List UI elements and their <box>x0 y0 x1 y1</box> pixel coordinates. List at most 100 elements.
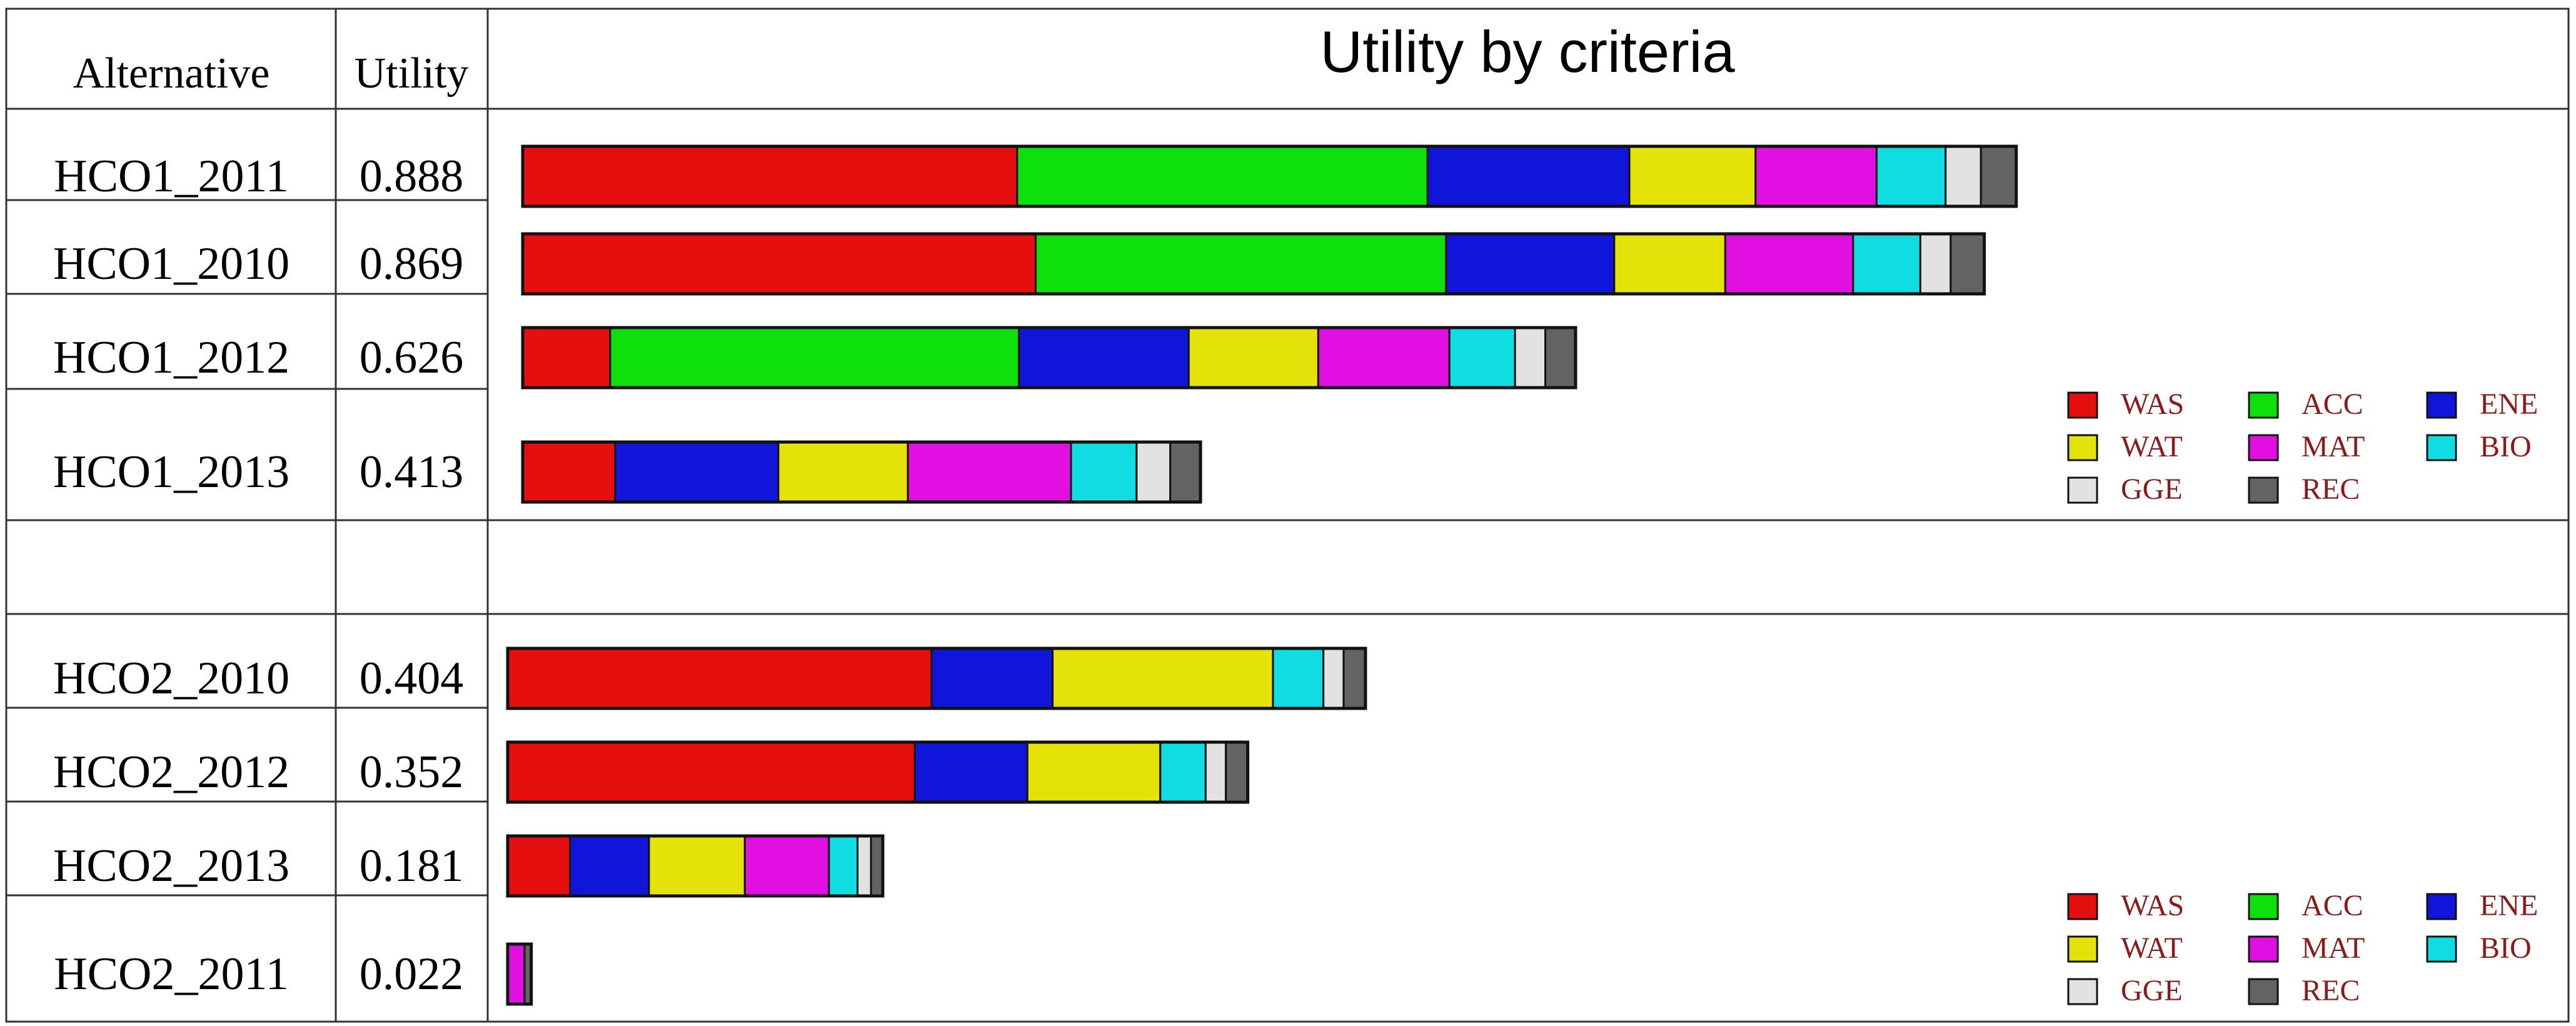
stacked-bar <box>521 326 1577 390</box>
bar-segment-was <box>506 647 933 710</box>
bar-segment-was <box>521 233 1037 295</box>
bar-segment-bio <box>1448 326 1516 389</box>
bar-segment-ene <box>569 835 650 897</box>
bar-segment-acc <box>1016 145 1429 208</box>
bar-outline <box>521 144 2018 208</box>
bar-segment-wat <box>1628 145 1757 208</box>
stacked-bar <box>506 646 1367 710</box>
utility-value: 0.181 <box>360 840 464 892</box>
table-grid <box>5 8 2570 1023</box>
stacked-bar <box>521 232 1986 296</box>
legend-swatch-gge <box>2067 476 2098 504</box>
legend-label-rec: REC <box>2302 974 2360 1007</box>
bar-segment-bio <box>1272 647 1325 710</box>
utility-value: 0.404 <box>360 653 464 704</box>
legend-label-gge: GGE <box>2121 473 2183 506</box>
legend-swatch-was <box>2067 391 2098 419</box>
alternative-label: HCO1_2010 <box>53 238 289 289</box>
bar-outline <box>521 232 1986 296</box>
stacked-bar <box>506 834 885 898</box>
legend-swatch-wat <box>2067 434 2098 461</box>
bar-segment-was <box>506 835 571 897</box>
legend: WAS ACC ENE WAT MAT BIO GGE REC <box>2067 889 2538 1007</box>
header-alternative: Alternative <box>73 49 270 98</box>
bar-segment-bio <box>1852 233 1921 295</box>
legend-swatch-bio <box>2426 434 2457 461</box>
legend-swatch-rec <box>2248 978 2279 1005</box>
bar-segment-wat <box>648 835 746 897</box>
alternative-label: HCO1_2013 <box>53 446 289 498</box>
bar-segment-was <box>506 741 916 803</box>
bar-segment-bio <box>1159 741 1207 803</box>
legend-swatch-ene <box>2426 893 2457 920</box>
legends: WAS ACC ENE WAT MAT BIO GGE REC WAS ACC ENE WAT MAT B… <box>2067 388 2538 1007</box>
bar-segment-rec <box>1544 326 1577 389</box>
legend-swatch-acc <box>2248 391 2279 419</box>
bar-segment-wat <box>777 441 909 503</box>
legend-label-ene: ENE <box>2480 889 2538 922</box>
legend-label-wat: WAT <box>2121 430 2183 463</box>
bar-segment-rec <box>870 835 884 897</box>
stacked-bar <box>521 440 1202 504</box>
bar-segment-was <box>521 145 1019 208</box>
bar-segment-gge <box>1322 647 1345 710</box>
bar-segment-gge <box>1945 145 1982 208</box>
legend-swatch-mat <box>2248 935 2279 963</box>
bar-marks <box>506 144 2018 1006</box>
legend-label-wat: WAT <box>2121 932 2183 965</box>
legend-label-ene: ENE <box>2480 388 2538 421</box>
bar-segment-gge <box>1135 441 1172 503</box>
bar-segment-mat <box>743 835 830 897</box>
legend-label-mat: MAT <box>2302 932 2365 965</box>
bar-outline <box>521 326 1577 390</box>
bar-segment-mat <box>1754 145 1878 208</box>
bar-segment-wat <box>1613 233 1726 295</box>
bar-segment-mat <box>506 943 526 1005</box>
bar-segment-mat <box>907 441 1072 503</box>
bar-segment-ene <box>1426 145 1631 208</box>
utility-value: 0.888 <box>360 151 464 202</box>
alternative-label: HCO2_2013 <box>53 840 289 892</box>
bar-segment-rec <box>1950 233 1986 295</box>
bar-segment-wat <box>1187 326 1319 389</box>
bar-segment-bio <box>1875 145 1947 208</box>
bar-segment-gge <box>1514 326 1547 389</box>
bar-outline <box>506 740 1250 804</box>
bar-segment-was <box>521 326 611 389</box>
legend-label-rec: REC <box>2302 473 2360 506</box>
utility-value: 0.413 <box>360 446 464 498</box>
bar-segment-acc <box>1034 233 1447 295</box>
alternative-label: HCO1_2012 <box>53 332 289 383</box>
legend-label-acc: ACC <box>2302 388 2363 421</box>
bar-segment-was <box>521 441 616 503</box>
stacked-bar <box>521 144 2018 208</box>
bar-segment-rec <box>1342 647 1367 710</box>
utility-value: 0.869 <box>360 238 464 289</box>
legend-label-bio: BIO <box>2480 932 2532 965</box>
bar-segment-ene <box>913 741 1029 803</box>
alternative-label: HCO2_2010 <box>53 653 289 704</box>
legend-swatch-bio <box>2426 935 2457 963</box>
bar-segment-mat <box>1317 326 1451 389</box>
bar-segment-ene <box>1445 233 1616 295</box>
bar-segment-rec <box>1980 145 2018 208</box>
legend-swatch-wat <box>2067 935 2098 963</box>
bar-segment-mat <box>1724 233 1854 295</box>
bar-segment-gge <box>857 835 872 897</box>
legend-swatch-ene <box>2426 391 2457 419</box>
bar-segment-rec <box>1169 441 1202 503</box>
bar-segment-wat <box>1026 741 1162 803</box>
stacked-bar <box>506 740 1250 804</box>
header-utility: Utility <box>355 49 469 98</box>
legend-label-acc: ACC <box>2302 889 2363 922</box>
bar-segment-wat <box>1052 647 1274 710</box>
bar-segment-gge <box>1919 233 1952 295</box>
legend-label-bio: BIO <box>2480 430 2532 463</box>
bar-outline <box>506 834 885 898</box>
bar-outline <box>506 646 1367 710</box>
legend-swatch-gge <box>2067 978 2098 1005</box>
legend-label-gge: GGE <box>2121 974 2183 1007</box>
bar-segment-bio <box>828 835 859 897</box>
bar-outline <box>521 440 1202 504</box>
legend-swatch-was <box>2067 893 2098 920</box>
